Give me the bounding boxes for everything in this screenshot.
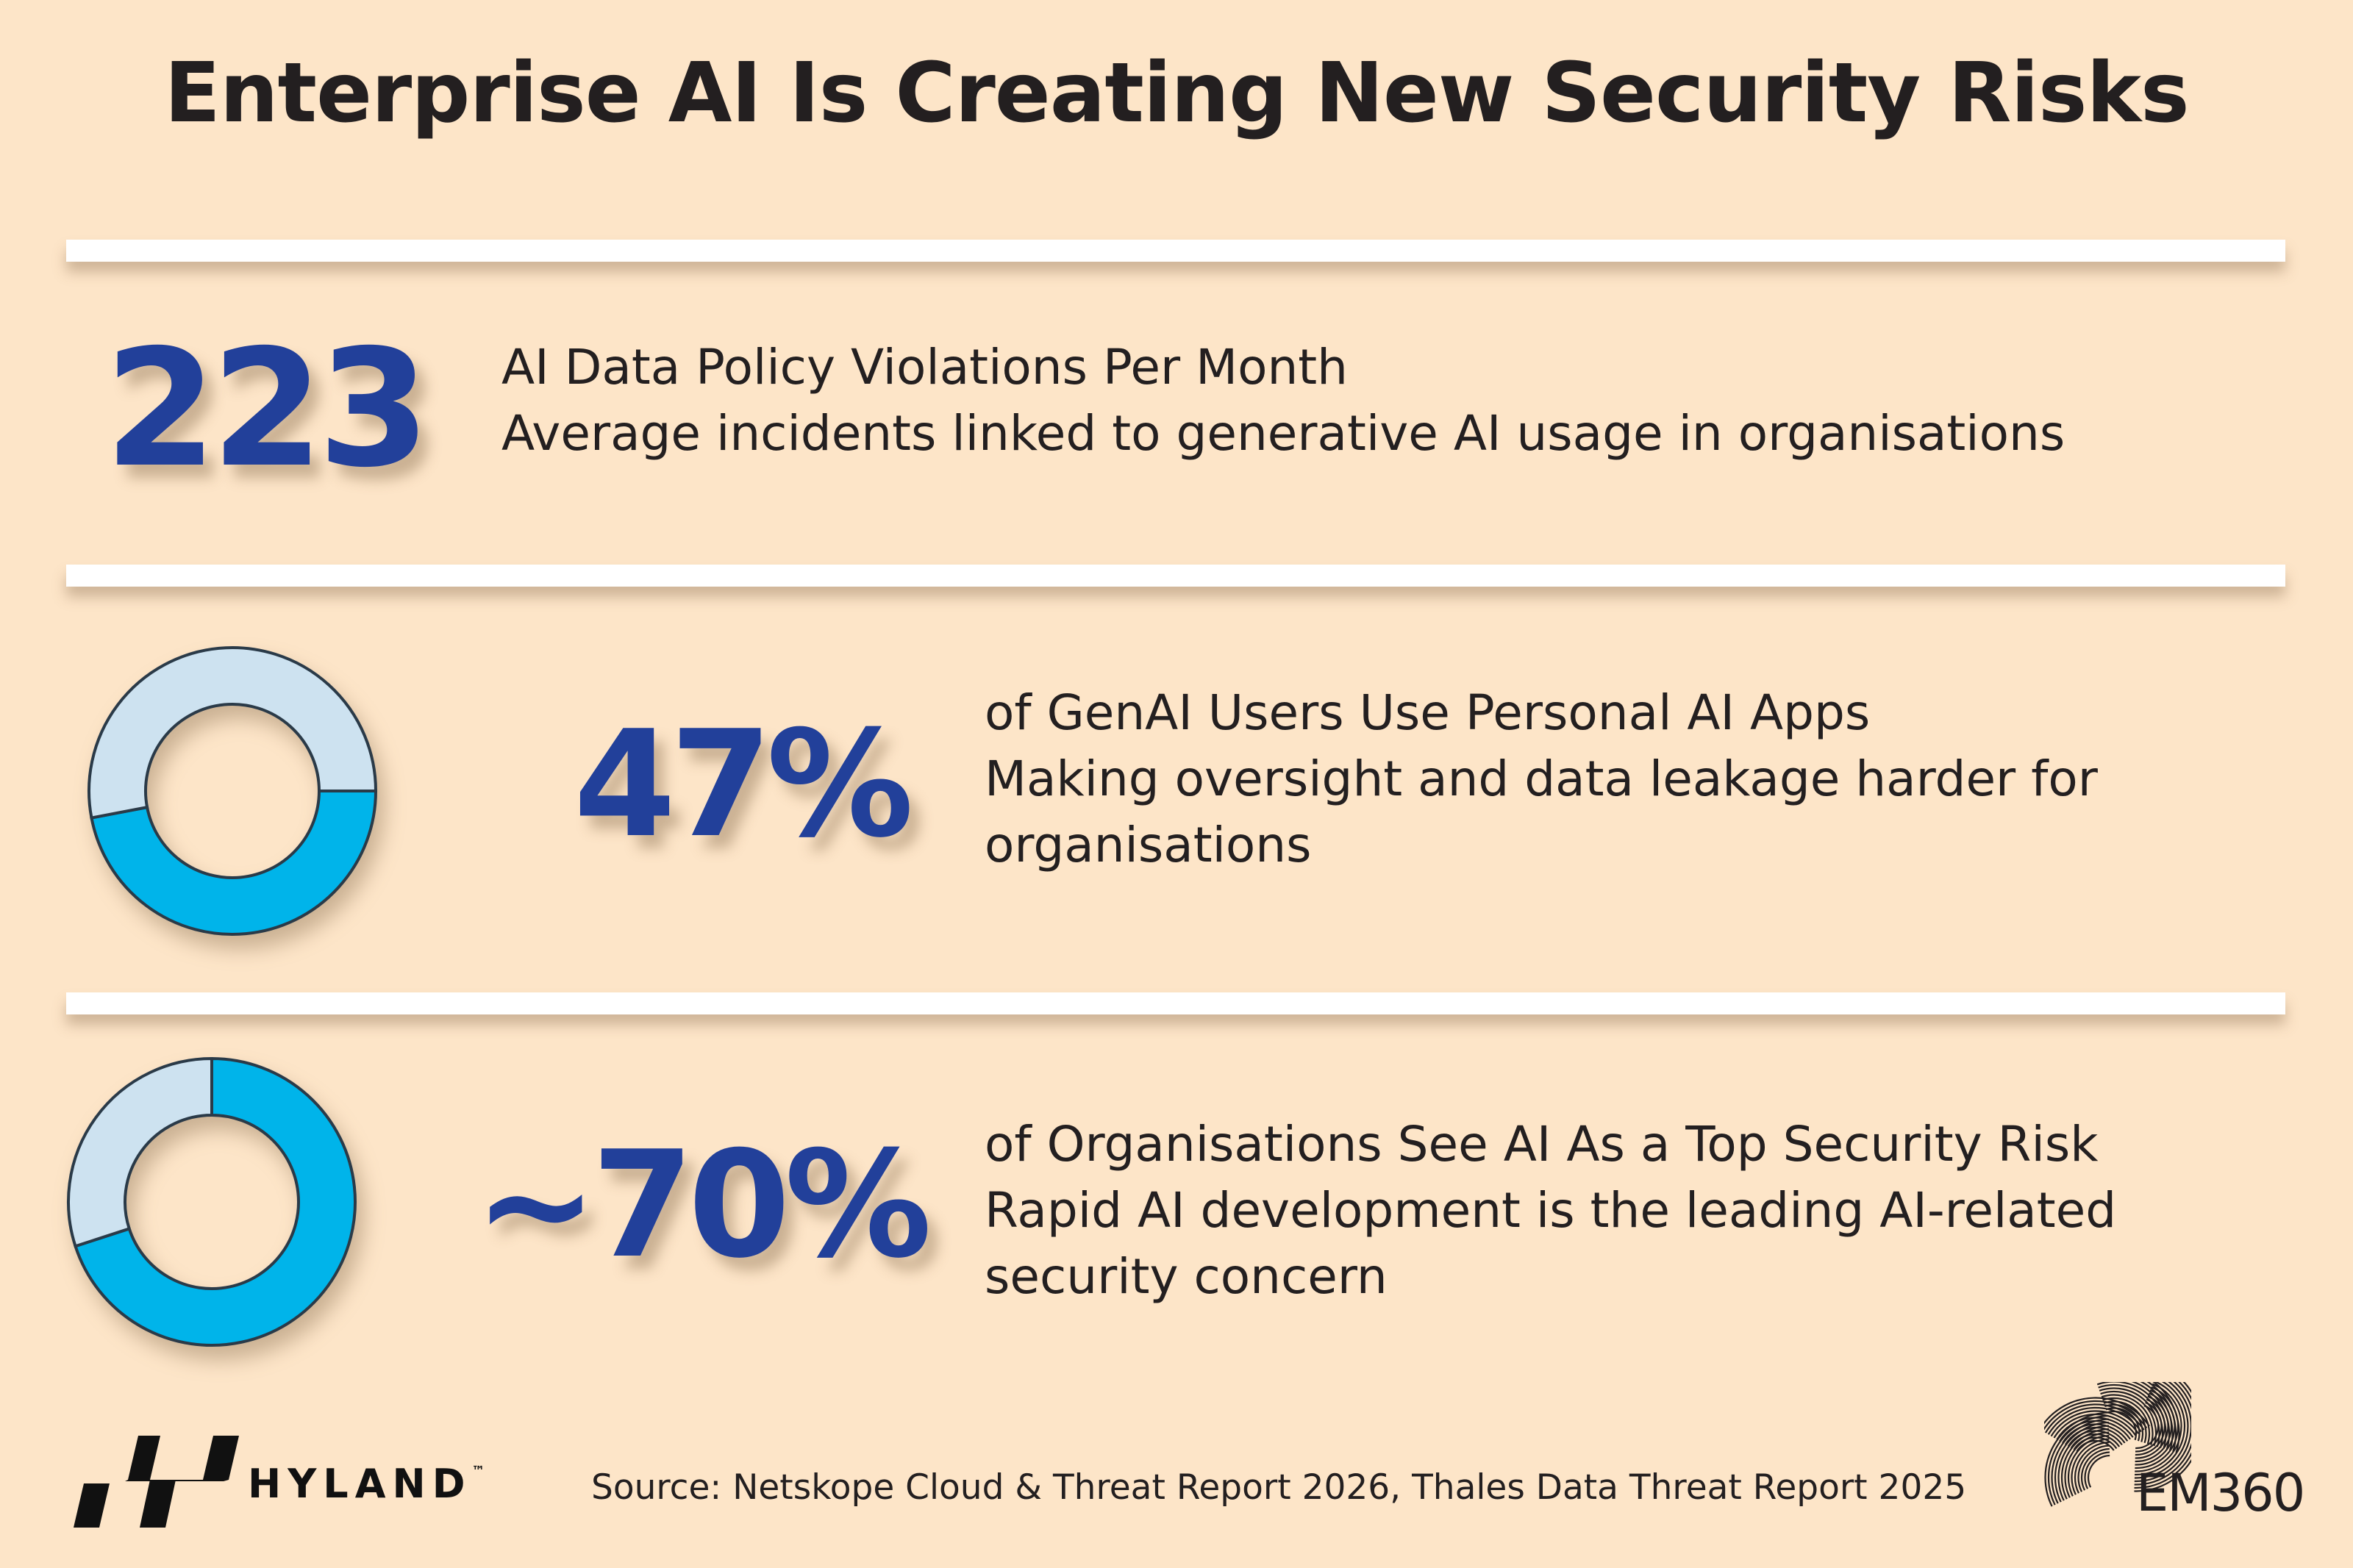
divider: [66, 565, 2285, 587]
hyland-logo-icon: [74, 1436, 239, 1528]
em360-logo-stroke: [2135, 1392, 2173, 1463]
em360-logo-stroke: [2135, 1386, 2179, 1469]
em360-logo-stroke: [2074, 1441, 2110, 1494]
em360-logo-stroke: [2076, 1439, 2115, 1453]
em360-logo-stroke: [2047, 1406, 2142, 1435]
stat-value-violations: 223: [104, 315, 430, 503]
em360-logo-stroke: [2096, 1382, 2171, 1450]
source-citation: Source: Netskope Cloud & Threat Report 2…: [591, 1467, 1967, 1508]
em360-logo-stroke: [2071, 1438, 2110, 1495]
em360-logo-stroke: [2140, 1382, 2174, 1451]
em360-logo-stroke: [2057, 1425, 2109, 1501]
em360-logo-stroke: [2099, 1387, 2160, 1447]
em360-logo-stroke: [2073, 1436, 2118, 1450]
em360-logo-stroke: [2044, 1400, 2148, 1431]
em360-logo-stroke: [2044, 1411, 2109, 1507]
donut-chart-top-risk: [67, 1056, 357, 1347]
donut-chart-personal-ai: [88, 646, 378, 936]
em360-logo-stroke: [2146, 1382, 2177, 1453]
em360-logo-stroke: [2044, 1403, 2145, 1433]
em360-logo-stroke: [2135, 1401, 2163, 1453]
em360-logo-stroke: [2134, 1382, 2191, 1489]
stat-detail: Average incidents linked to generative A…: [501, 405, 2065, 462]
em360-logo-stroke: [2051, 1418, 2109, 1504]
em360-logo: EM360: [2136, 1463, 2305, 1523]
em360-logo-stroke: [2054, 1421, 2109, 1503]
em360-logo-stroke: [2067, 1434, 2110, 1497]
em360-logo-stroke: [2104, 1403, 2144, 1442]
donut-top-risk-value-segment: [74, 1056, 357, 1347]
em360-logo-stroke: [2106, 1410, 2138, 1441]
em360-logo-stroke: [2101, 1394, 2154, 1445]
stat-detail: Making oversight and data leakage harder…: [985, 751, 2098, 807]
stat-detail: Rapid AI development is the leading AI-r…: [985, 1182, 2117, 1239]
donut-personal-ai-remainder-segment: [88, 646, 378, 820]
em360-logo-stroke: [2087, 1454, 2110, 1488]
stat-description-violations: AI Data Policy Violations Per Month Aver…: [501, 334, 2065, 467]
em360-logo-stroke: [2047, 1414, 2109, 1506]
donut-top-risk-remainder-segment: [67, 1056, 213, 1248]
em360-logo-stroke: [2135, 1405, 2160, 1450]
page-title: Enterprise AI Is Creating New Security R…: [164, 46, 2189, 141]
em360-logo-stroke: [2077, 1445, 2110, 1492]
em360-logo-stroke: [2134, 1382, 2191, 1492]
stat-heading: of Organisations See AI As a Top Securit…: [985, 1116, 2099, 1173]
stat-detail: organisations: [985, 817, 1312, 873]
donut-personal-ai-value-segment: [90, 790, 378, 936]
em360-logo-stroke: [2096, 1382, 2167, 1450]
em360-logo-stroke: [2134, 1382, 2189, 1479]
em360-logo-stroke: [2135, 1382, 2186, 1476]
em360-logo-stroke: [2060, 1428, 2110, 1500]
em360-logo-stroke: [2044, 1397, 2150, 1427]
em360-logo-stroke: [2152, 1382, 2180, 1453]
em360-logo-stroke: [2134, 1382, 2191, 1486]
stat-description-personal-ai: of GenAI Users Use Personal AI Apps Maki…: [985, 680, 2098, 878]
stat-heading: of GenAI Users Use Personal AI Apps: [985, 684, 1871, 741]
hyland-logo: HYLAND™: [248, 1461, 485, 1507]
stat-detail: security concern: [985, 1248, 1388, 1305]
em360-logo-stroke: [2102, 1397, 2151, 1445]
em360-logo-stroke: [2134, 1382, 2191, 1483]
em360-logo-stroke: [2064, 1431, 2110, 1498]
stat-description-top-risk: of Organisations See AI As a Top Securit…: [985, 1111, 2116, 1310]
em360-logo-stroke: [2135, 1383, 2182, 1472]
em360-logo-stroke: [2135, 1389, 2176, 1466]
em360-logo-stroke: [2105, 1407, 2140, 1442]
divider: [66, 992, 2285, 1014]
stat-heading: AI Data Policy Violations Per Month: [501, 339, 1349, 395]
em360-logo-icon: [2044, 1382, 2191, 1507]
em360-logo-stroke: [2135, 1398, 2166, 1456]
em360-logo-stroke: [2084, 1451, 2110, 1489]
em360-logo-stroke: [2050, 1410, 2140, 1437]
em360-logo-stroke: [2100, 1390, 2157, 1447]
em360-logo-stroke: [2080, 1447, 2110, 1491]
em360-logo-stroke: [2103, 1400, 2147, 1444]
em360-logo-stroke: [2135, 1395, 2169, 1459]
stat-value-top-risk: ~70%: [474, 1120, 932, 1291]
em360-logo-stroke: [2098, 1383, 2164, 1448]
stat-value-personal-ai: 47%: [574, 699, 914, 870]
divider: [66, 240, 2285, 262]
